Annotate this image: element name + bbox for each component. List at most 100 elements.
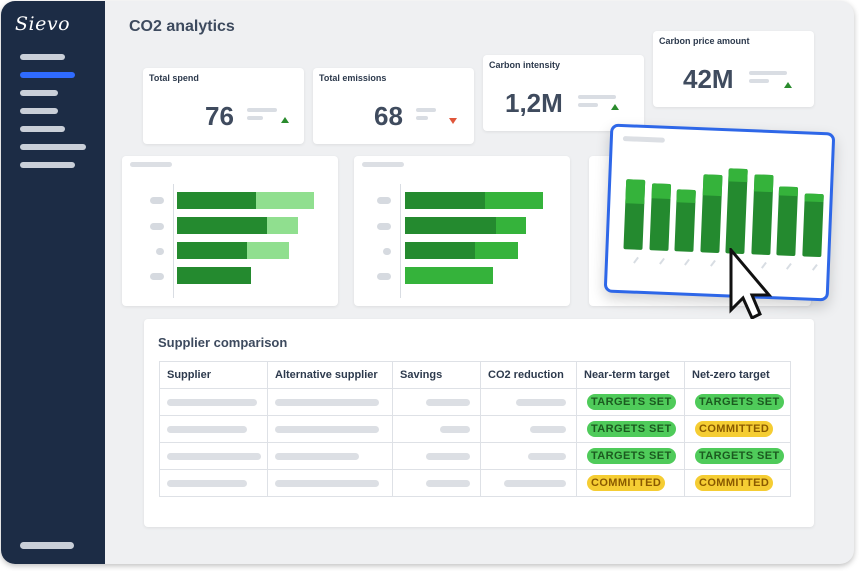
bar-group: [405, 192, 543, 292]
status-badge: TARGETS SET: [695, 448, 784, 464]
kpi-value: 68: [374, 101, 403, 131]
app-window: Sievo CO2 analytics Total spend 76 Total…: [1, 1, 854, 564]
table-cell: TARGETS SET: [684, 388, 791, 416]
bar-segment-primary: [405, 242, 475, 259]
sidebar-item-1[interactable]: [20, 54, 65, 60]
sidebar: Sievo: [1, 1, 105, 564]
text-placeholder: [426, 452, 470, 460]
sidebar-item-5[interactable]: [20, 126, 65, 132]
text-placeholder: [530, 425, 566, 433]
kpi-label: Total emissions: [319, 73, 387, 83]
bar-chart-panel-1[interactable]: [122, 156, 338, 306]
y-label-placeholder: [383, 248, 391, 255]
table-cell: COMMITTED: [684, 415, 791, 443]
table-row[interactable]: TARGETS SET TARGETS SET: [159, 442, 791, 470]
table-cell: [480, 469, 577, 497]
bar-segment-primary: [177, 267, 251, 284]
table-cell: [480, 442, 577, 470]
column-bar: [725, 168, 748, 255]
text-placeholder: [167, 425, 247, 433]
y-label-placeholder: [377, 197, 391, 204]
column-header-supplier[interactable]: Supplier: [159, 361, 268, 389]
column-bar-top-segment: [753, 174, 774, 193]
text-placeholder: [275, 398, 379, 406]
y-label-placeholder: [150, 197, 164, 204]
bar-group: [177, 192, 314, 292]
bar-segment-primary: [177, 192, 256, 209]
column-bar: [751, 174, 774, 256]
column-header-co2-reduction[interactable]: CO2 reduction: [480, 361, 577, 389]
sidebar-footer-item[interactable]: [20, 542, 74, 549]
table-cell: TARGETS SET: [576, 388, 685, 416]
kpi-sparkline-placeholder: [749, 71, 787, 75]
panel-title-placeholder: [130, 162, 172, 167]
kpi-sparkline-placeholder: [749, 79, 769, 83]
kpi-sparkline-placeholder: [416, 108, 436, 112]
status-badge: TARGETS SET: [695, 394, 784, 410]
kpi-sparkline-placeholder: [578, 103, 598, 107]
x-tick-placeholder: [785, 262, 792, 270]
trend-up-icon: [281, 117, 289, 123]
trend-down-icon: [449, 118, 457, 124]
column-bar-top-segment: [676, 189, 696, 204]
page-title: CO2 analytics: [129, 18, 235, 35]
table-cell: [480, 415, 577, 443]
supplier-table: Supplier Alternative supplier Savings CO…: [159, 361, 791, 497]
highlighted-column-chart[interactable]: [603, 123, 836, 302]
bar-segment-primary: [405, 267, 493, 284]
column-bar: [776, 186, 799, 257]
sidebar-item-active[interactable]: [20, 72, 75, 78]
text-placeholder: [275, 479, 379, 487]
text-placeholder: [426, 398, 470, 406]
table-cell: COMMITTED: [684, 469, 791, 497]
column-bar: [802, 193, 824, 258]
table-row[interactable]: COMMITTED COMMITTED: [159, 469, 791, 497]
sidebar-item-6[interactable]: [20, 144, 86, 150]
kpi-card-carbon-intensity[interactable]: Carbon intensity 1,2M: [483, 55, 644, 131]
status-badge: COMMITTED: [695, 475, 774, 491]
sidebar-item-3[interactable]: [20, 90, 58, 96]
column-header-near-term-target[interactable]: Near-term target: [576, 361, 685, 389]
text-placeholder: [275, 452, 359, 460]
table-cell: [267, 415, 393, 443]
kpi-sparkline-placeholder: [578, 95, 616, 99]
bar-segment-primary: [177, 217, 267, 234]
table-cell: [159, 442, 268, 470]
sidebar-item-7[interactable]: [20, 162, 75, 168]
table-row[interactable]: TARGETS SET COMMITTED: [159, 415, 791, 443]
text-placeholder: [528, 452, 566, 460]
table-cell: [392, 442, 481, 470]
bar-segment-primary: [405, 192, 485, 209]
table-cell: [480, 388, 577, 416]
chart-axis: [173, 184, 174, 298]
kpi-card-carbon-price-amount[interactable]: Carbon price amount 42M: [653, 31, 814, 107]
kpi-label: Carbon price amount: [659, 36, 750, 46]
column-header-net-zero-target[interactable]: Net-zero target: [684, 361, 791, 389]
mouse-pointer-icon: [729, 248, 773, 321]
sidebar-item-4[interactable]: [20, 108, 58, 114]
main-content: CO2 analytics Total spend 76 Total emiss…: [105, 1, 854, 564]
table-cell: TARGETS SET: [684, 442, 791, 470]
column-header-alternative-supplier[interactable]: Alternative supplier: [267, 361, 393, 389]
table-cell: [159, 469, 268, 497]
trend-up-icon: [611, 104, 619, 110]
column-bar: [623, 179, 646, 250]
table-cell: [392, 415, 481, 443]
sievo-logo: Sievo: [15, 13, 71, 35]
bar-chart-panel-2[interactable]: [354, 156, 570, 306]
text-placeholder: [504, 479, 566, 487]
x-tick-placeholder: [633, 256, 639, 264]
column-header-savings[interactable]: Savings: [392, 361, 481, 389]
kpi-value: 76: [205, 101, 234, 131]
text-placeholder: [167, 479, 247, 487]
table-row[interactable]: TARGETS SET TARGETS SET: [159, 388, 791, 416]
table-cell: [392, 388, 481, 416]
text-placeholder: [426, 479, 470, 487]
supplier-comparison-card: Supplier comparison Supplier Alternative…: [144, 319, 814, 527]
column-bar: [649, 183, 672, 251]
table-cell: [267, 388, 393, 416]
kpi-card-total-spend[interactable]: Total spend 76: [143, 68, 304, 144]
kpi-card-total-emissions[interactable]: Total emissions 68: [313, 68, 474, 144]
text-placeholder: [167, 398, 257, 406]
status-badge: TARGETS SET: [587, 394, 676, 410]
